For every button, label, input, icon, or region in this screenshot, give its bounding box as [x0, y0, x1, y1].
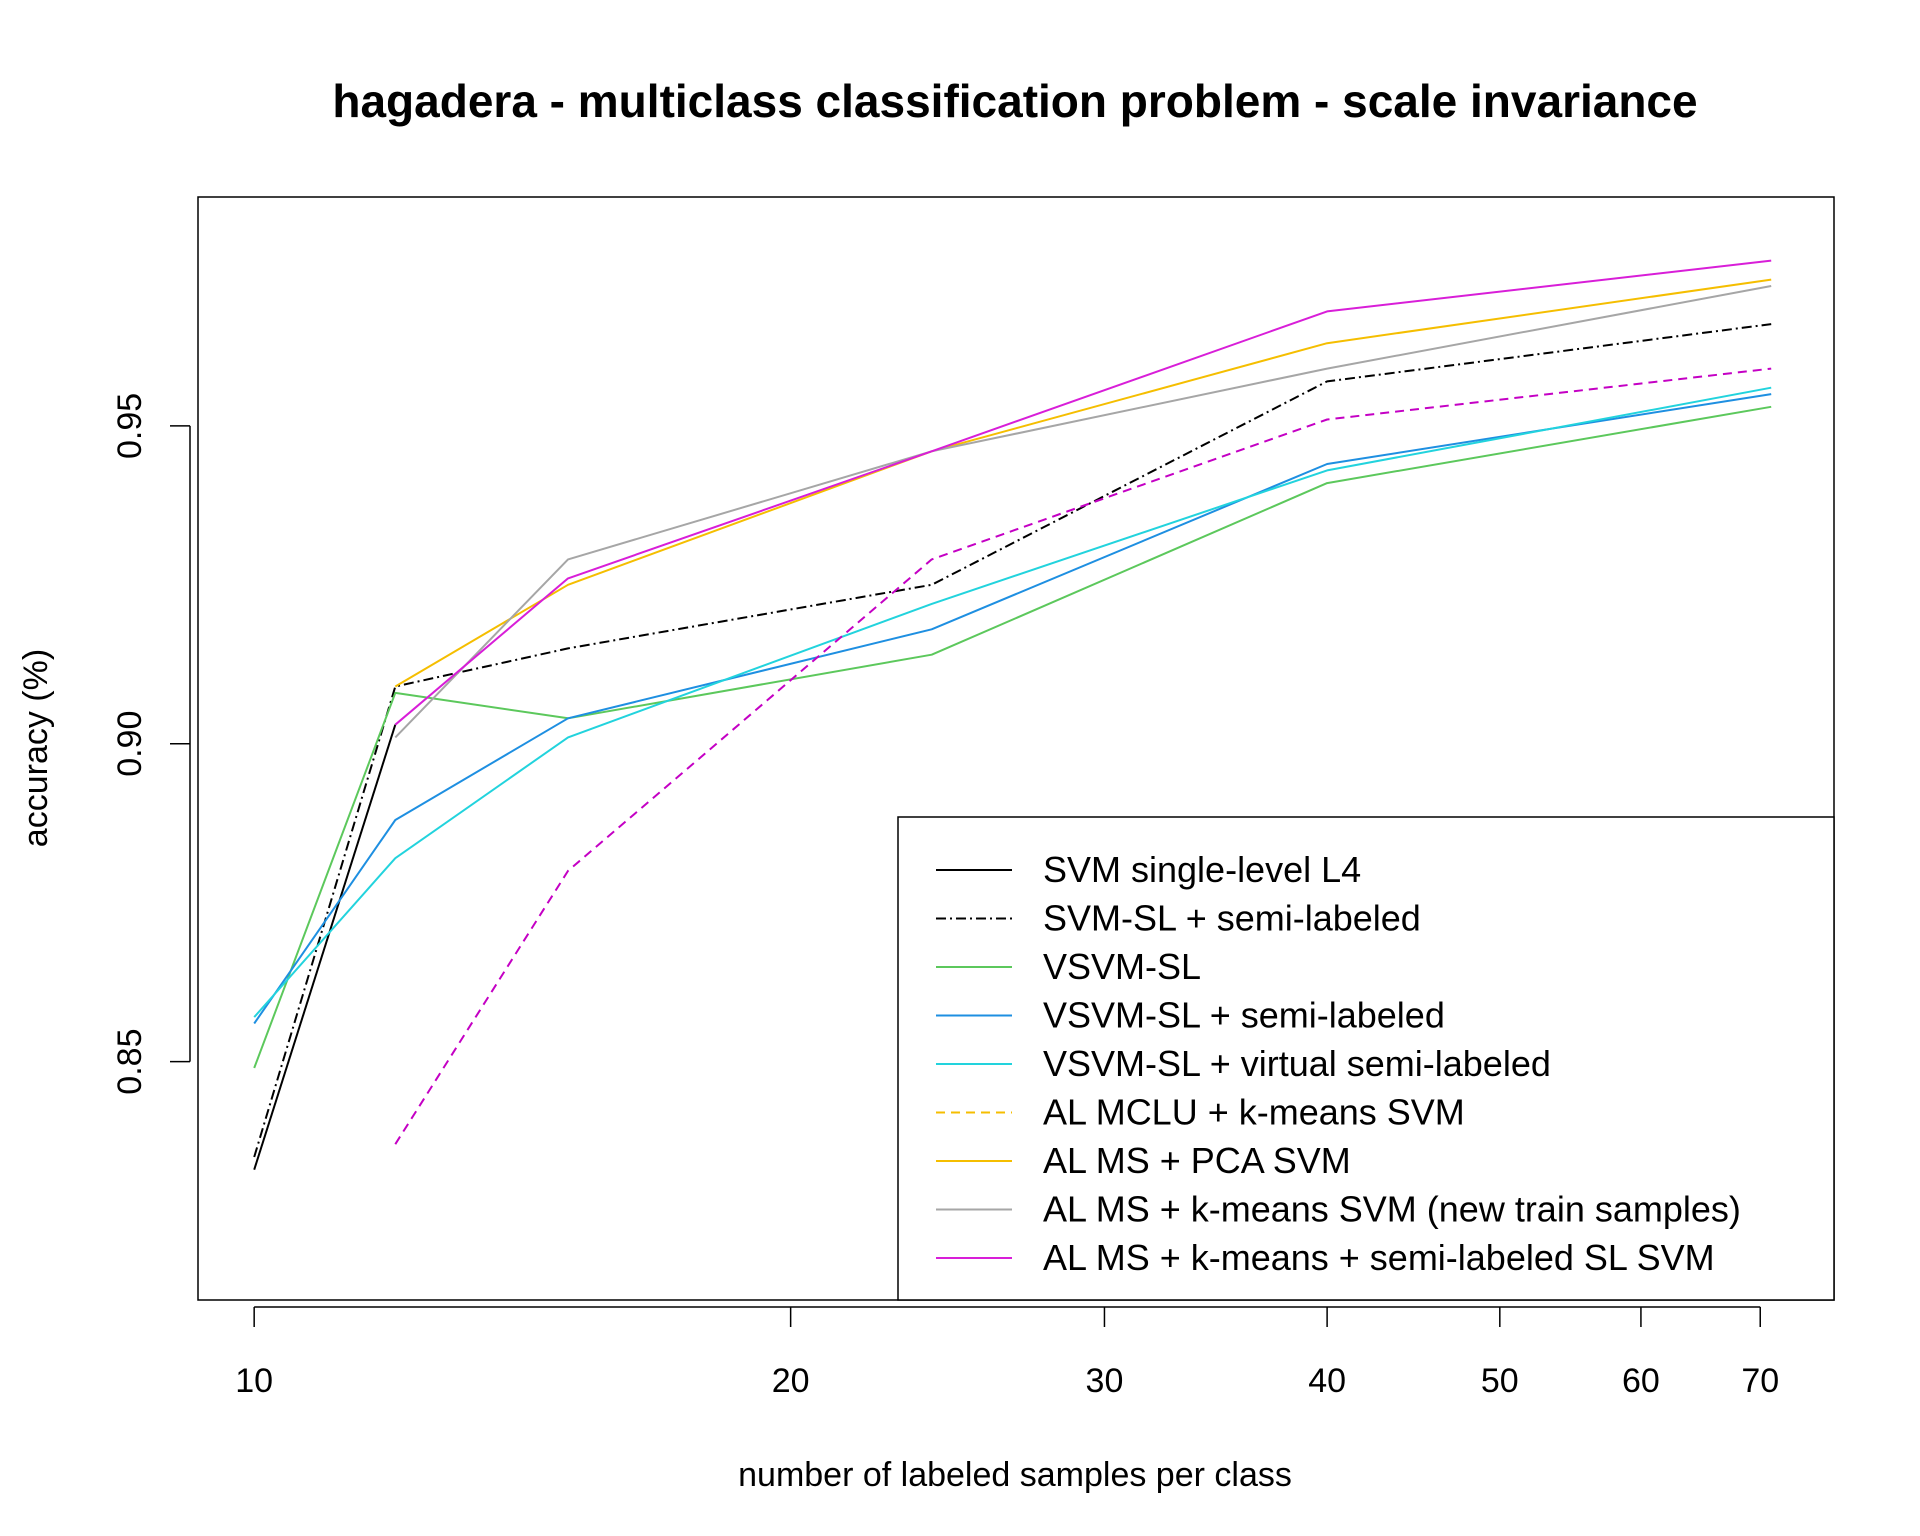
y-axis: 0.85 0.90 0.95 [111, 393, 191, 1095]
series-line-8 [394, 285, 1772, 739]
series-line-2 [253, 323, 1772, 1158]
x-tick-label: 40 [1308, 1362, 1346, 1400]
legend-label: AL MS + k-means SVM (new train samples) [1043, 1189, 1741, 1230]
chart-title: hagadera - multiclass classification pro… [332, 75, 1697, 127]
legend-label: VSVM-SL [1043, 946, 1201, 987]
series-line-6 [394, 367, 1772, 1145]
x-tick-label: 50 [1481, 1362, 1519, 1400]
series-layer [253, 259, 1772, 1171]
y-tick-label: 0.90 [111, 711, 149, 777]
x-tick-label: 60 [1622, 1362, 1660, 1400]
x-tick-label: 20 [772, 1362, 810, 1400]
x-axis-label: number of labeled samples per class [738, 1456, 1292, 1494]
x-tick-label: 10 [235, 1362, 273, 1400]
series-line-3 [253, 405, 1772, 1069]
y-tick-label: 0.85 [111, 1029, 149, 1095]
x-tick-label: 70 [1741, 1362, 1779, 1400]
legend-label: AL MS + PCA SVM [1043, 1140, 1351, 1181]
legend-label: VSVM-SL + virtual semi-labeled [1043, 1043, 1551, 1084]
legend-box [897, 816, 1835, 1301]
x-axis: 10 20 30 40 50 60 70 [235, 1306, 1779, 1400]
series-line-1 [253, 724, 397, 1171]
y-tick-label: 0.95 [111, 393, 149, 459]
legend-label: VSVM-SL + semi-labeled [1043, 995, 1445, 1036]
legend-label: AL MCLU + k-means SVM [1043, 1092, 1465, 1133]
legend-label: SVM single-level L4 [1043, 849, 1361, 890]
legend: SVM single-level L4 SVM-SL + semi-labeled… [897, 816, 1835, 1301]
x-tick-label: 30 [1086, 1362, 1124, 1400]
y-axis-label: accuracy (%) [17, 649, 55, 847]
series-line-9 [394, 259, 1772, 726]
legend-label: AL MS + k-means + semi-labeled SL SVM [1043, 1237, 1715, 1278]
series-line-7 [394, 278, 1772, 688]
series-line-5 [253, 386, 1772, 1018]
legend-label: SVM-SL + semi-labeled [1043, 898, 1421, 939]
series-line-4 [253, 393, 1772, 1025]
